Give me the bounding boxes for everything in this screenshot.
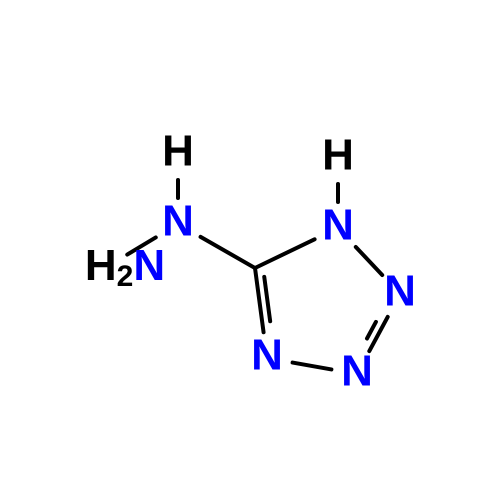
atom-N4: N [251,331,283,380]
bond-2 [201,237,255,268]
bond-8-b [264,277,270,321]
atom-N1: N [322,201,354,250]
atom-N3: N [341,347,373,396]
bond-3 [255,239,315,268]
bond-7 [293,363,332,370]
atom-N_hydra: N [162,197,194,246]
atom-H1: H [322,131,354,180]
atom-N_term: H2N [85,241,165,293]
bond-5 [356,247,382,275]
bond-6-b [367,322,376,339]
atom-H_hydra: H [162,127,194,176]
bond-8-a [255,268,264,332]
molecule-diagram: H2NNHNHNNN [0,0,500,500]
atom-N2: N [384,267,416,316]
